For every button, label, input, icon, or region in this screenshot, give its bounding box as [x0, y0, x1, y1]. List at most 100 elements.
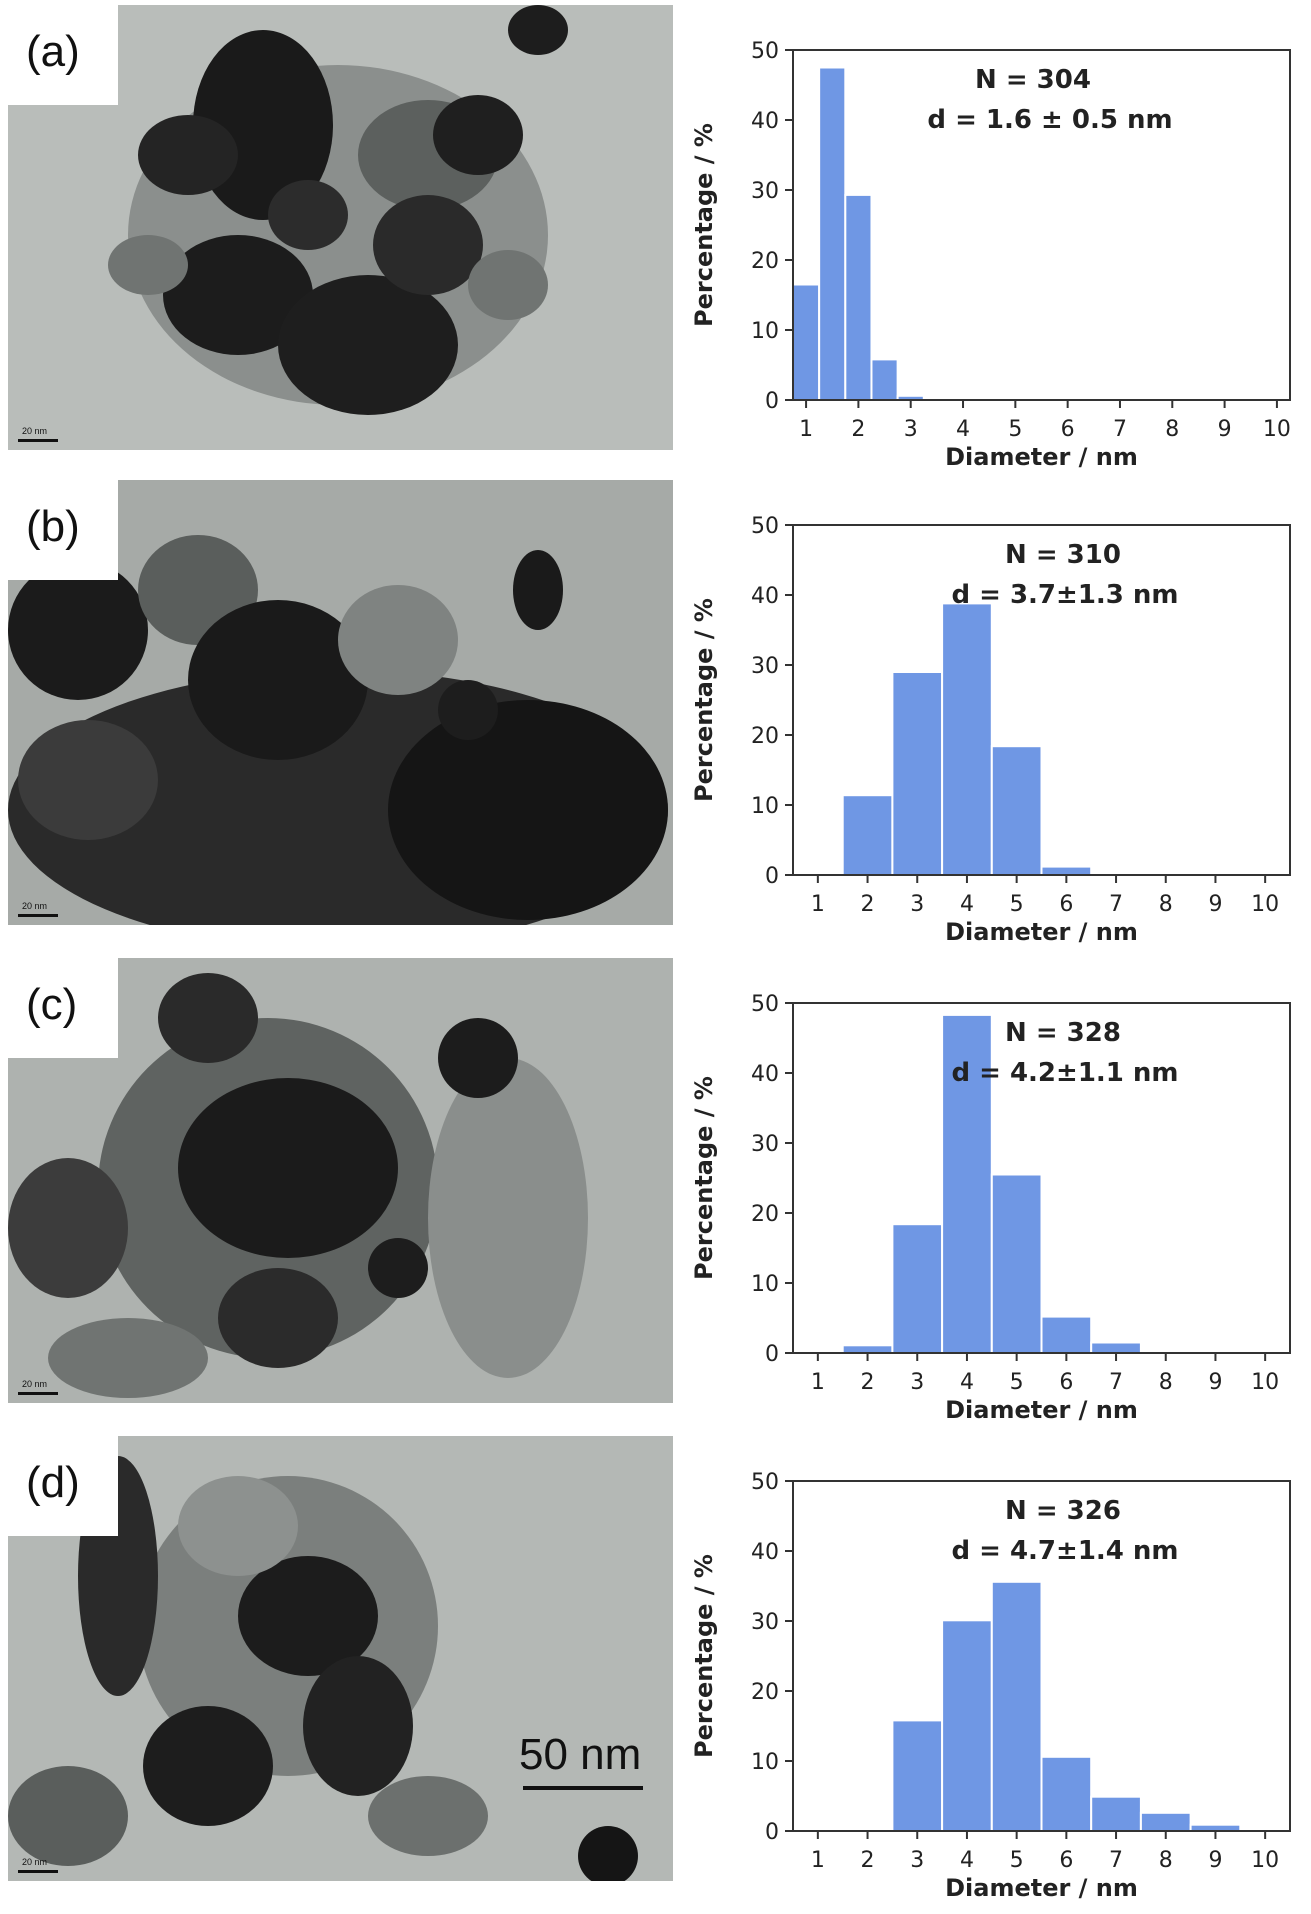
bar-3-1	[941, 1619, 993, 1832]
main-scale-line	[523, 1786, 643, 1790]
y-tick-label: 0	[765, 864, 779, 889]
y-tick-label: 30	[751, 654, 779, 679]
plot-frame	[792, 49, 1291, 401]
histogram-d: 0 10 20 30 40 50 1 2 3 4 5 6 7 8 9 10 Diameter / nm Perce…	[680, 1431, 1311, 1909]
x-tick-label: 2	[861, 1370, 875, 1395]
x-tick-label: 9	[1208, 1370, 1222, 1395]
x-tick-label: 7	[1109, 1848, 1123, 1873]
tem-image-d: (d) 20 nm	[8, 1436, 673, 1881]
tiny-scale-text-d: 20 nm	[22, 1857, 48, 1867]
annotation-count: N = 304	[975, 65, 1091, 95]
annotation-diameter: d = 3.7±1.3 nm	[951, 580, 1178, 610]
tem-image-b: (b) 20 nm	[8, 480, 673, 925]
tem-micrograph-d	[8, 1436, 673, 1881]
x-tick-label: 10	[1251, 1370, 1279, 1395]
x-tick-label: 3	[904, 417, 918, 442]
x-tick-label: 9	[1218, 417, 1232, 442]
x-tick-label: 1	[811, 1370, 825, 1395]
y-axis-label: Percentage / %	[690, 123, 718, 327]
bar-3-5	[1139, 1811, 1192, 1832]
x-tick-label: 7	[1113, 417, 1127, 442]
x-tick-label: 4	[960, 1370, 974, 1395]
panel-b: (b) 20 nm 0 10 20 30 40 50 1 2 3 4 5 6 7 8 9 10 Diameter…	[0, 475, 1311, 953]
x-tick-label: 9	[1208, 892, 1222, 917]
x-tick-label: 7	[1109, 892, 1123, 917]
tem-image-c: (c) 20 nm	[8, 958, 673, 1403]
panel-label-box-b: (b)	[8, 480, 118, 580]
y-tick-label: 0	[765, 1342, 779, 1367]
y-tick-label: 10	[751, 319, 779, 344]
x-axis-label: Diameter / nm	[945, 443, 1138, 471]
x-tick-label: 6	[1059, 892, 1073, 917]
y-tick-label: 20	[751, 1680, 779, 1705]
bar-2-5	[1090, 1341, 1142, 1354]
x-axis-label: Diameter / nm	[945, 1874, 1138, 1902]
y-tick-label: 50	[751, 39, 779, 64]
y-tick-label: 10	[751, 794, 779, 819]
x-tick-label: 3	[910, 1370, 924, 1395]
tem-micrograph-a	[8, 5, 673, 450]
bar-3-4	[1090, 1795, 1142, 1833]
y-tick-label: 50	[751, 514, 779, 539]
panel-a: (a) 20 nm 0 10 20 30 40 50 1 2 3 4 5 6 7 8 9 10 Diameter…	[0, 0, 1311, 478]
y-tick-label: 30	[751, 179, 779, 204]
histogram-a: 0 10 20 30 40 50 1 2 3 4 5 6 7 8 9 10 Diameter / nm Perce…	[680, 0, 1311, 478]
x-tick-label: 5	[1010, 1848, 1024, 1873]
tiny-scale-line-a	[18, 439, 58, 442]
bar-3-0	[891, 1719, 944, 1832]
tiny-scale-line-c	[18, 1392, 58, 1395]
y-tick-label: 20	[751, 724, 779, 749]
histogram-svg-d: 0 10 20 30 40 50 1 2 3 4 5 6 7 8 9 10 Diameter / nm Perce…	[690, 1470, 1291, 1902]
y-tick-label: 40	[751, 1540, 779, 1565]
panel-label-a: (a)	[26, 27, 80, 76]
x-tick-label: 2	[861, 892, 875, 917]
x-tick-label: 4	[956, 417, 970, 442]
tem-micrograph-b	[8, 480, 673, 925]
bar-1-3	[990, 745, 1043, 877]
x-tick-label: 10	[1251, 892, 1279, 917]
x-tick-label: 10	[1263, 417, 1291, 442]
histogram-svg-c: 0 10 20 30 40 50 1 2 3 4 5 6 7 8 9 10 Diameter / nm Perce…	[690, 992, 1291, 1424]
bar-1-4	[1040, 865, 1093, 877]
histogram-c: 0 10 20 30 40 50 1 2 3 4 5 6 7 8 9 10 Diameter / nm Perce…	[680, 953, 1311, 1431]
x-tick-label: 1	[799, 417, 813, 442]
x-axis-label: Diameter / nm	[945, 918, 1138, 946]
annotation-diameter: d = 4.2±1.1 nm	[951, 1058, 1178, 1088]
annotation-diameter: d = 1.6 ± 0.5 nm	[927, 105, 1172, 135]
tiny-scale-text-a: 20 nm	[22, 426, 48, 436]
x-tick-label: 5	[1010, 1370, 1024, 1395]
panel-label-c: (c)	[26, 980, 78, 1029]
x-tick-label: 2	[851, 417, 865, 442]
tem-image-a: (a) 20 nm	[8, 5, 673, 450]
bar-0-3	[870, 358, 899, 401]
x-tick-label: 4	[960, 892, 974, 917]
bar-2-4	[1040, 1315, 1093, 1355]
x-tick-label: 9	[1208, 1848, 1222, 1873]
plot-frame	[792, 524, 1291, 876]
bar-0-1	[818, 66, 847, 401]
y-tick-label: 50	[751, 1470, 779, 1495]
tiny-scale-bar-c: 20 nm	[18, 1379, 58, 1395]
plot-frame	[792, 1480, 1291, 1832]
y-axis-label: Percentage / %	[690, 1554, 718, 1758]
histogram-svg-a: 0 10 20 30 40 50 1 2 3 4 5 6 7 8 9 10 Diameter / nm Perce…	[690, 39, 1291, 471]
bar-2-2	[941, 1013, 993, 1355]
annotation-count: N = 328	[1005, 1018, 1121, 1048]
x-tick-label: 1	[811, 1848, 825, 1873]
x-tick-label: 8	[1159, 892, 1173, 917]
y-tick-label: 10	[751, 1272, 779, 1297]
x-axis-label: Diameter / nm	[945, 1396, 1138, 1424]
tiny-scale-bar-b: 20 nm	[18, 901, 58, 917]
tiny-scale-bar-a: 20 nm	[18, 426, 58, 442]
main-scale-text: 50 nm	[519, 1730, 642, 1779]
bar-1-0	[841, 794, 894, 877]
tiny-scale-text-b: 20 nm	[22, 901, 48, 911]
y-tick-label: 40	[751, 584, 779, 609]
x-tick-label: 2	[861, 1848, 875, 1873]
main-scale-bar: 50 nm	[515, 1730, 655, 1790]
x-tick-label: 1	[811, 892, 825, 917]
x-tick-label: 8	[1165, 417, 1179, 442]
x-tick-label: 8	[1159, 1848, 1173, 1873]
x-tick-label: 3	[910, 1848, 924, 1873]
x-tick-label: 6	[1061, 417, 1075, 442]
